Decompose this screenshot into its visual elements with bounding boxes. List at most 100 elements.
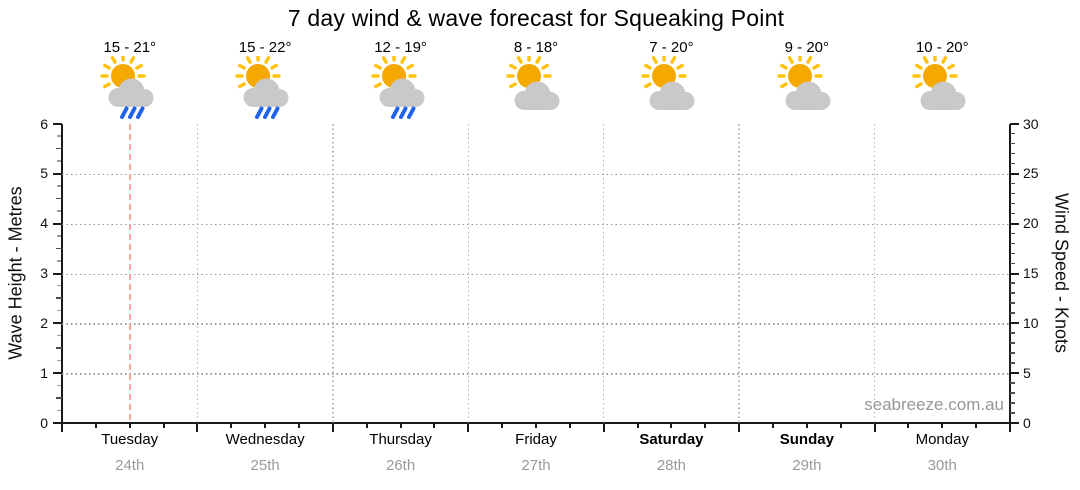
bottom-axis-major-tick — [602, 423, 605, 432]
temperature-range-label: 9 - 20° — [784, 39, 830, 56]
watermark: seabreeze.com.au — [864, 395, 1004, 414]
bottom-axis-minor-tick — [128, 423, 131, 428]
chart-title: 7 day wind & wave forecast for Squeaking… — [287, 5, 785, 31]
gridline-horizontal — [62, 323, 1010, 325]
left-axis-tick — [53, 172, 62, 175]
left-axis-tick — [57, 359, 61, 362]
day-label: Monday — [915, 431, 969, 448]
date-label: 27th — [521, 457, 551, 474]
date-label: 29th — [792, 457, 822, 474]
date-label: 26th — [385, 457, 416, 474]
date-label: 28th — [656, 457, 687, 474]
gridline-day-boundary — [738, 124, 740, 423]
bottom-axis-minor-tick — [399, 423, 402, 428]
right-axis-tick — [1010, 402, 1015, 404]
right-axis-tick — [1010, 123, 1019, 125]
bottom-axis-minor-tick — [264, 423, 267, 428]
right-axis-spine — [1009, 124, 1011, 425]
temperature-range-label: 7 - 20° — [649, 39, 694, 56]
bottom-axis-minor-tick — [772, 423, 774, 428]
right-axis-tick — [1010, 282, 1015, 284]
right-axis-tick — [1010, 152, 1015, 155]
bottom-axis-major-tick — [873, 423, 876, 432]
right-axis-tick — [1010, 142, 1015, 145]
right-axis-tick — [1010, 382, 1015, 384]
bottom-axis-minor-tick — [501, 423, 504, 428]
day-label: Thursday — [369, 431, 432, 448]
temperature-range-label: 15 - 21° — [103, 39, 157, 56]
right-axis-tick — [1010, 272, 1019, 275]
right-axis-tick — [1010, 242, 1015, 245]
left-axis-tick-label: 1 — [40, 364, 48, 381]
bottom-axis-minor-tick — [704, 423, 707, 428]
date-label: 30th — [927, 457, 957, 474]
bottom-axis-minor-tick — [230, 423, 233, 428]
left-axis-tick-label: 4 — [40, 215, 48, 232]
left-axis-tick — [57, 284, 61, 287]
right-axis-tick-label: 0 — [1023, 414, 1031, 431]
gridline-horizontal — [62, 173, 1010, 176]
temperature-range-label: 8 - 18° — [513, 39, 559, 56]
right-axis-tick — [1010, 342, 1015, 344]
right-axis-tick — [1010, 312, 1015, 314]
left-axis-tick — [56, 197, 62, 200]
left-axis-tick — [57, 185, 61, 187]
day-label: Tuesday — [101, 431, 159, 448]
gridline-horizontal — [62, 223, 1010, 226]
sun-cloud-rain-icon — [98, 53, 162, 120]
bottom-axis-minor-tick — [162, 423, 165, 428]
sun-cloud-rain-icon — [369, 53, 433, 120]
right-axis-tick — [1010, 372, 1019, 375]
right-axis-tick — [1010, 162, 1015, 165]
temperature-range-label: 10 - 20° — [915, 39, 969, 56]
bottom-axis-major-tick — [738, 423, 741, 432]
right-axis-tick — [1010, 252, 1015, 255]
right-axis-tick — [1010, 232, 1015, 235]
left-axis-tick — [56, 147, 62, 150]
temperature-range-label: 12 - 19° — [374, 39, 427, 56]
right-axis-tick — [1010, 332, 1015, 334]
left-axis-tick — [57, 260, 61, 262]
temperature-range-label: 15 - 22° — [238, 39, 292, 56]
date-label: 24th — [115, 457, 145, 474]
bottom-axis-minor-tick — [975, 423, 978, 428]
sun-cloud-icon — [639, 53, 703, 120]
left-axis-tick — [53, 422, 62, 424]
left-axis-tick — [57, 210, 61, 212]
left-axis-tick — [57, 235, 61, 237]
bottom-axis-minor-tick — [670, 423, 673, 428]
left-axis-tick — [56, 397, 62, 399]
left-axis-tick — [57, 409, 61, 412]
gridline-horizontal — [62, 273, 1010, 275]
day-label: Friday — [515, 431, 557, 448]
gridline-day-boundary — [467, 124, 470, 423]
left-axis-tick-label: 0 — [40, 414, 48, 431]
bottom-axis-major-tick — [467, 423, 470, 432]
left-axis-tick-label: 2 — [40, 314, 48, 331]
bottom-axis-minor-tick — [433, 423, 436, 428]
left-axis-tick — [57, 334, 61, 337]
bottom-axis-minor-tick — [568, 423, 571, 428]
right-axis-tick — [1010, 212, 1015, 215]
gridline-day-boundary — [332, 124, 334, 423]
left-axis-tick-label: 3 — [40, 265, 48, 281]
right-axis-tick — [1010, 182, 1015, 185]
gridline-day-boundary — [196, 124, 199, 423]
day-label: Saturday — [639, 431, 704, 448]
right-axis-tick — [1010, 412, 1015, 414]
right-axis-tick — [1010, 392, 1015, 394]
left-axis-tick-label: 5 — [40, 165, 48, 182]
bottom-axis-minor-tick — [636, 423, 639, 428]
right-axis-tick — [1010, 292, 1015, 294]
bottom-axis-major-tick — [331, 423, 334, 432]
sun-cloud-icon — [504, 53, 568, 120]
left-axis-tick-label: 6 — [40, 115, 48, 132]
bottom-axis-minor-tick — [805, 423, 808, 428]
left-axis-tick — [53, 322, 62, 325]
plot-area: seabreeze.com.au 0 1 2 3 4 5 6 0 5 10 15 20 25 30 — [40, 116, 1039, 432]
bottom-axis-minor-tick — [907, 423, 910, 428]
bottom-axis-minor-tick — [298, 423, 300, 428]
right-axis-tick — [1010, 222, 1019, 225]
sun-cloud-icon — [910, 53, 974, 120]
